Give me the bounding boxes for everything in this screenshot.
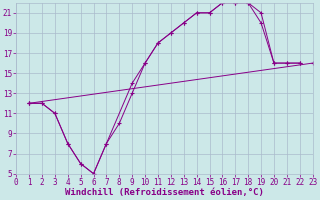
X-axis label: Windchill (Refroidissement éolien,°C): Windchill (Refroidissement éolien,°C) bbox=[65, 188, 264, 197]
